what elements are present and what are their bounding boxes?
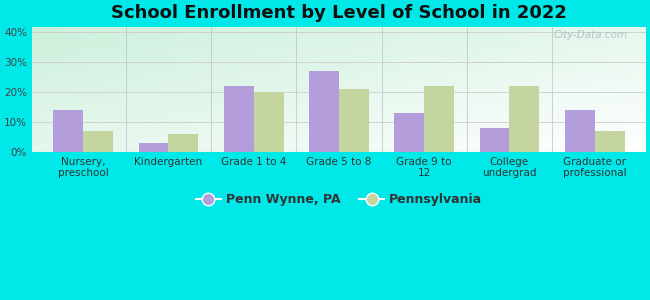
Bar: [138, 143, 168, 152]
Bar: [168, 134, 198, 152]
Bar: [53, 110, 83, 152]
Bar: [339, 89, 369, 152]
Bar: [480, 128, 510, 152]
Bar: [83, 131, 113, 152]
Bar: [565, 110, 595, 152]
Bar: [224, 86, 254, 152]
Bar: [254, 92, 283, 152]
Legend: Penn Wynne, PA, Pennsylvania: Penn Wynne, PA, Pennsylvania: [190, 188, 488, 211]
Bar: [395, 113, 424, 152]
Bar: [424, 86, 454, 152]
Bar: [595, 131, 625, 152]
Text: City-Data.com: City-Data.com: [553, 30, 627, 40]
Bar: [510, 86, 540, 152]
Title: School Enrollment by Level of School in 2022: School Enrollment by Level of School in …: [111, 4, 567, 22]
Bar: [309, 71, 339, 152]
